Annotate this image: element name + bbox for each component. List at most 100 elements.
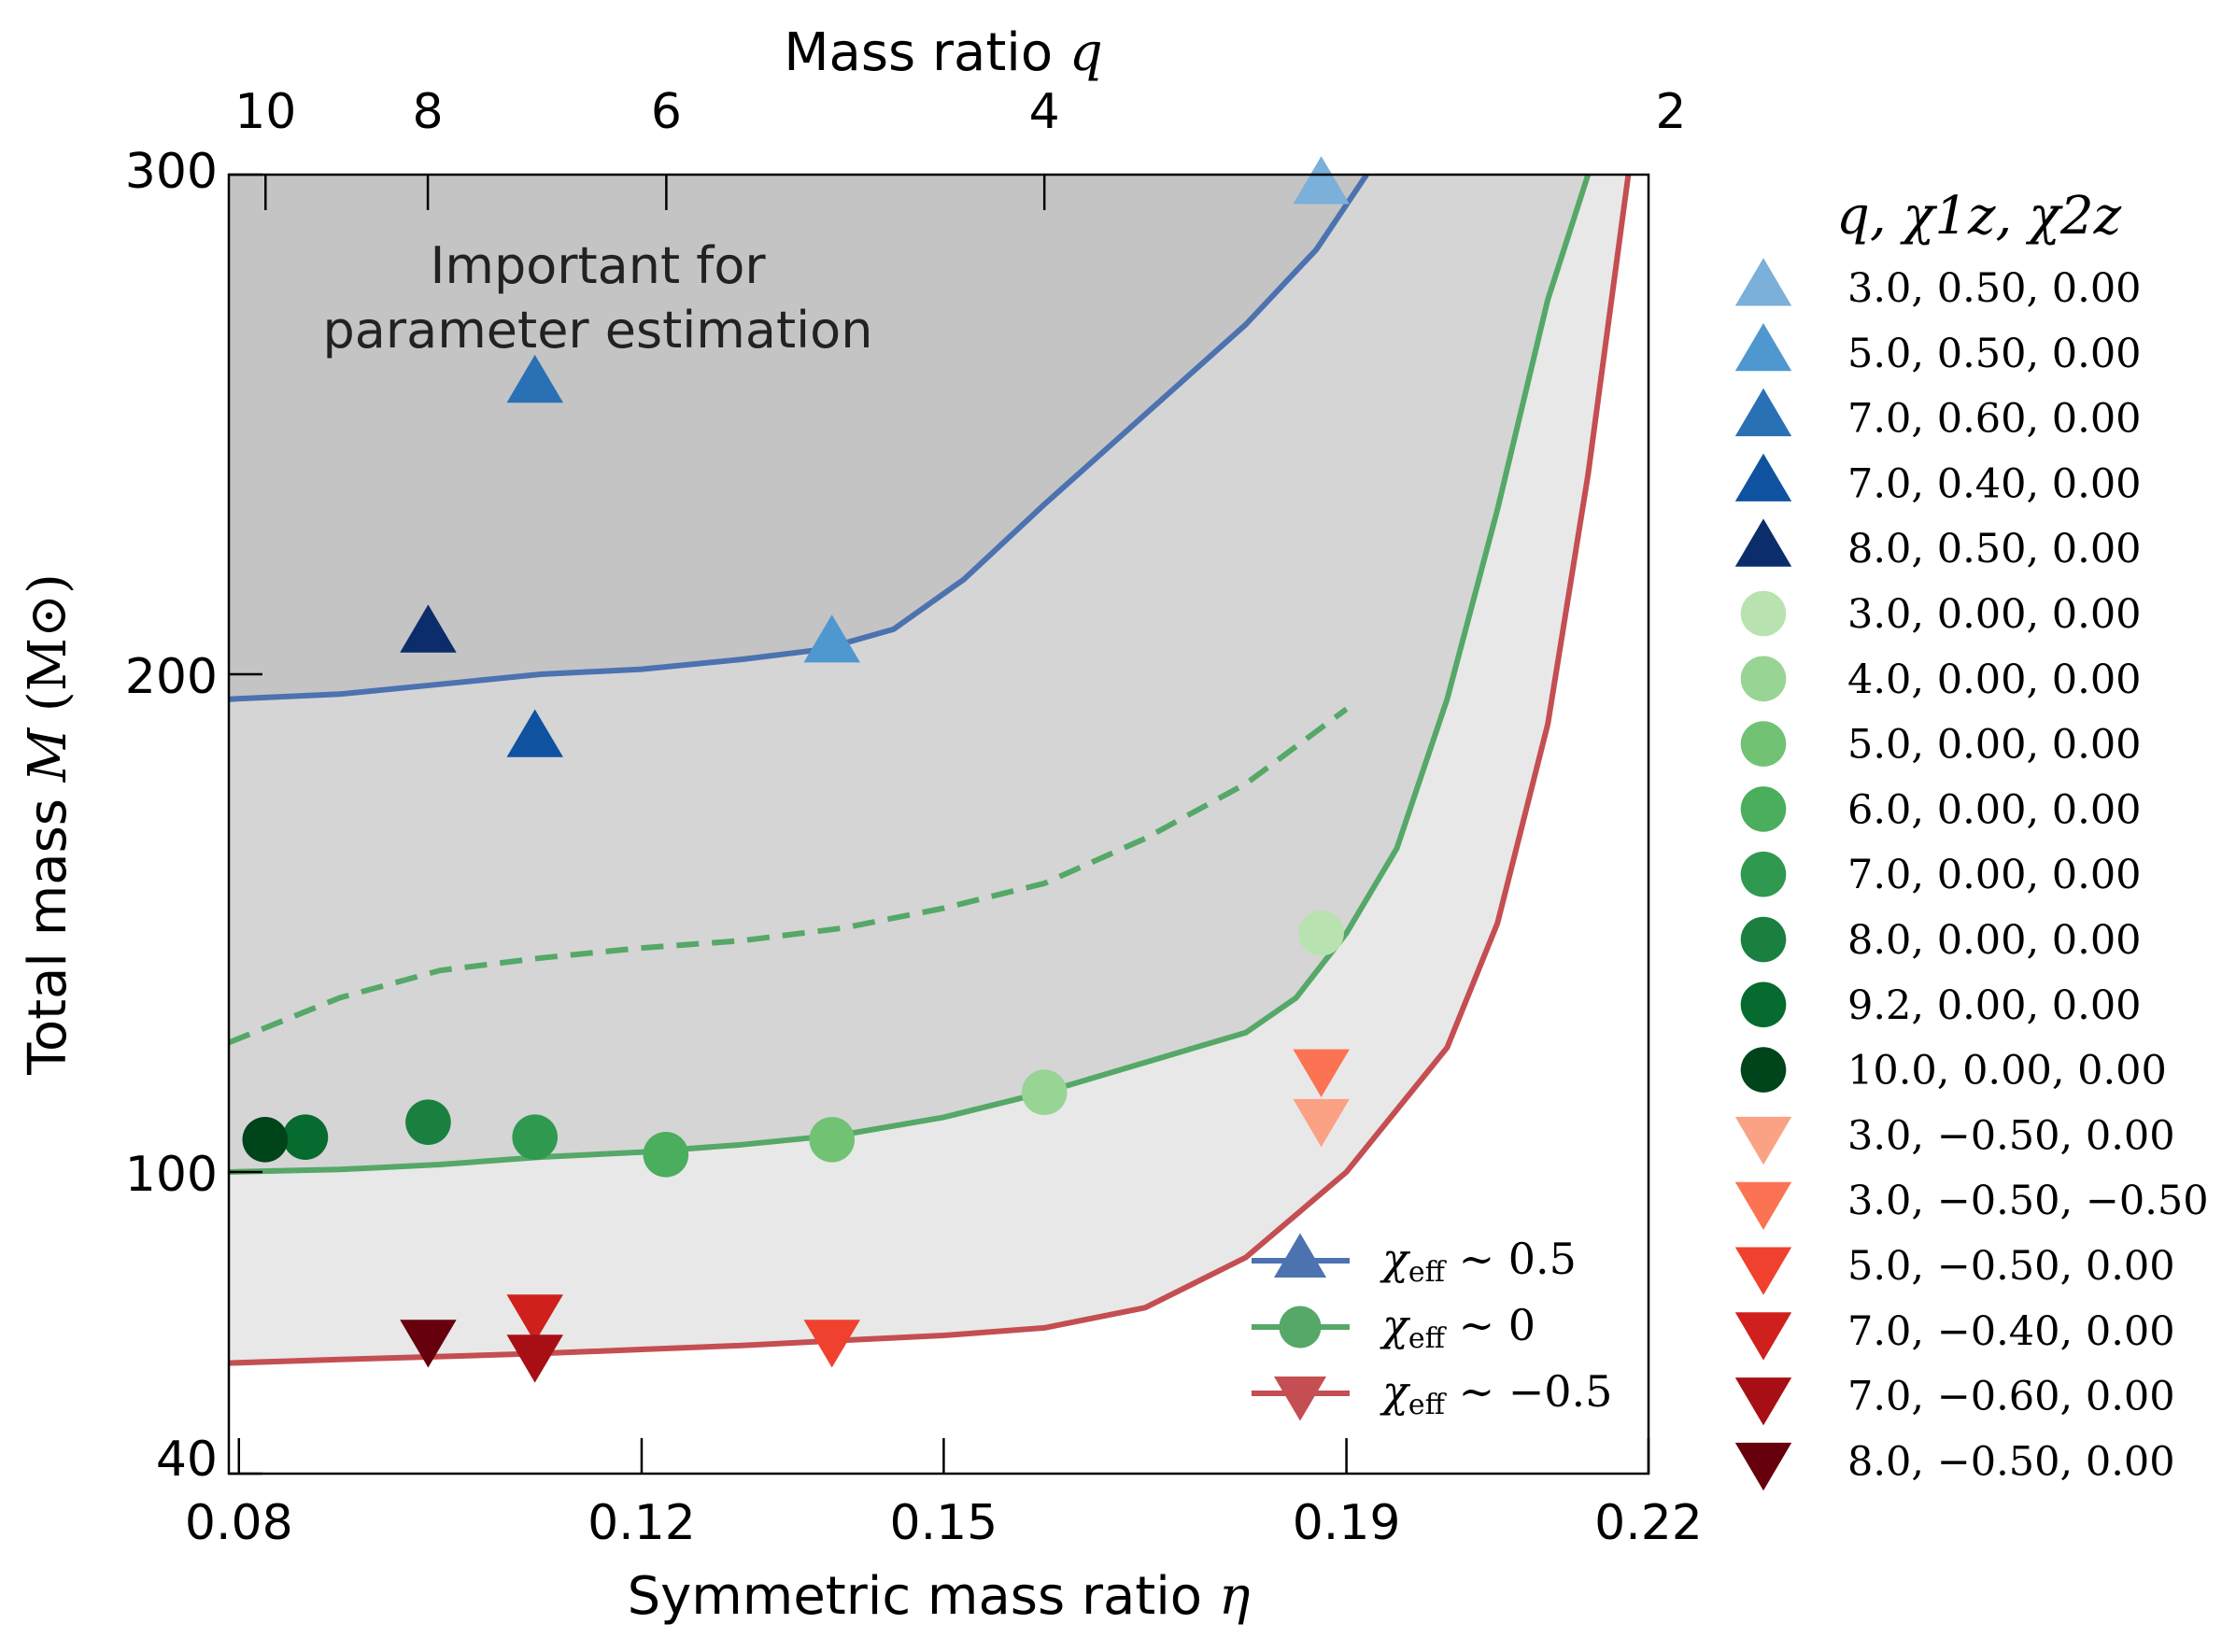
- legend-label: 9.2, 0.00, 0.00: [1847, 982, 2142, 1029]
- legend-marker: [1734, 1442, 1792, 1491]
- y-tick-label: 200: [125, 649, 218, 705]
- x-axis-label: Symmetric mass ratio η: [628, 1566, 1251, 1627]
- top-axis-label-symbol: q: [1069, 22, 1103, 83]
- data-point: [803, 614, 860, 663]
- top-axis-label-text: Mass ratio: [784, 22, 1069, 83]
- top-tick-label: 10: [234, 84, 296, 140]
- legend-label: 7.0, 0.00, 0.00: [1847, 852, 2142, 898]
- legend-marker: [1740, 721, 1787, 767]
- legend-marker: [1734, 518, 1792, 567]
- line-legend-suffix: ∼ 0.5: [1445, 1234, 1577, 1284]
- line-legend-symbol: χ: [1380, 1234, 1411, 1284]
- legend-label: 3.0, −0.50, 0.00: [1847, 1112, 2175, 1159]
- legend-label: 3.0, 0.50, 0.00: [1847, 265, 2142, 312]
- legend-marker: [1734, 1312, 1792, 1361]
- legend-label: 7.0, −0.60, 0.00: [1847, 1374, 2175, 1420]
- line-legend-suffix: ∼ 0: [1445, 1300, 1535, 1350]
- y-axis-label-unit: (M⊙): [18, 573, 78, 712]
- curve-blue: [228, 173, 1369, 702]
- legend-label: 7.0, 0.40, 0.00: [1847, 460, 2142, 507]
- data-point: [1293, 156, 1350, 205]
- legend-marker: [1740, 916, 1787, 963]
- legend-label: 8.0, 0.00, 0.00: [1847, 917, 2142, 964]
- legend-marker: [1734, 258, 1792, 306]
- data-point: [506, 709, 563, 757]
- legend-marker: [1734, 1181, 1792, 1230]
- line-legend-marker: [1274, 1377, 1326, 1421]
- line-legend-marker: [1274, 1233, 1326, 1278]
- data-point: [1293, 1049, 1350, 1097]
- y-tick-label: 300: [125, 144, 218, 200]
- legend-marker: [1734, 323, 1792, 372]
- x-axis-label-text: Symmetric mass ratio: [628, 1566, 1219, 1627]
- legend-marker: [1734, 1116, 1792, 1165]
- x-tick-label: 0.12: [587, 1495, 696, 1551]
- data-point: [809, 1117, 856, 1163]
- legend-label: 7.0, 0.60, 0.00: [1847, 396, 2142, 443]
- curve-red: [228, 174, 1632, 1366]
- data-point: [400, 1320, 457, 1368]
- x-tick-label: 0.15: [889, 1495, 998, 1551]
- data-point: [506, 1334, 563, 1383]
- annotation-line: Important for: [430, 236, 766, 295]
- top-axis-label: Mass ratio q: [784, 22, 1103, 83]
- legend-marker: [1734, 453, 1792, 501]
- data-point: [803, 1320, 860, 1368]
- data-point: [405, 1099, 451, 1145]
- y-tick-label: 40: [156, 1432, 218, 1488]
- line-legend-marker: [1279, 1306, 1322, 1348]
- x-tick-label: 0.22: [1594, 1495, 1703, 1551]
- legend-marker: [1734, 388, 1792, 437]
- line-legend-label: χeff ∼ 0.5: [1380, 1234, 1577, 1289]
- y-axis-label-text: Total mass: [18, 782, 78, 1076]
- top-tick-label: 4: [1029, 84, 1060, 140]
- legend-marker: [1734, 1247, 1792, 1295]
- data-point: [506, 1294, 563, 1343]
- plot-frame: [227, 173, 1650, 1476]
- x-tick-label: 0.08: [185, 1495, 293, 1551]
- x-tick-label: 0.19: [1293, 1495, 1401, 1551]
- line-legend-sub: eff: [1408, 1389, 1448, 1421]
- legend-label: 8.0, 0.50, 0.00: [1847, 526, 2142, 572]
- data-point: [512, 1114, 559, 1160]
- legend-label: 5.0, −0.50, 0.00: [1847, 1243, 2175, 1290]
- legend-marker: [1740, 1047, 1787, 1093]
- annotation-line: parameter estimation: [323, 301, 873, 360]
- legend-label: 3.0, 0.00, 0.00: [1847, 591, 2142, 638]
- region-green: [229, 175, 1589, 1172]
- legend-label: 5.0, 0.50, 0.00: [1847, 331, 2142, 377]
- legend-label: 6.0, 0.00, 0.00: [1847, 786, 2142, 833]
- line-legend-symbol: χ: [1380, 1366, 1411, 1417]
- y-axis-label: Total mass M (M⊙): [18, 573, 78, 1076]
- legend-label: 10.0, 0.00, 0.00: [1847, 1048, 2167, 1094]
- top-tick-label: 2: [1655, 84, 1686, 140]
- legend-marker: [1740, 981, 1787, 1028]
- legend-label: 7.0, −0.40, 0.00: [1847, 1308, 2175, 1355]
- legend-marker: [1740, 786, 1787, 832]
- region-blue: [229, 175, 1367, 699]
- legend-title: q, χ1z, χ2z: [1836, 186, 2122, 247]
- data-point: [643, 1132, 689, 1178]
- data-point: [1293, 1098, 1350, 1148]
- region-red: [229, 175, 1629, 1363]
- top-tick-label: 6: [651, 84, 682, 140]
- data-point: [506, 354, 563, 403]
- legend-marker: [1740, 851, 1787, 897]
- data-point: [400, 604, 457, 653]
- curve-green: [228, 174, 1592, 1175]
- data-point: [1021, 1069, 1068, 1116]
- legend-label: 8.0, −0.50, 0.00: [1847, 1438, 2175, 1485]
- data-point: [282, 1114, 329, 1160]
- legend-label: 4.0, 0.00, 0.00: [1847, 657, 2142, 703]
- line-legend-suffix: ∼ −0.5: [1445, 1366, 1613, 1417]
- x-axis-label-symbol: η: [1219, 1566, 1251, 1627]
- legend-label: 5.0, 0.00, 0.00: [1847, 722, 2142, 769]
- line-legend-sub: eff: [1408, 1322, 1448, 1355]
- data-point: [242, 1117, 289, 1163]
- legend-marker: [1740, 590, 1787, 637]
- data-point: [1298, 910, 1344, 956]
- line-legend-label: χeff ∼ −0.5: [1380, 1366, 1612, 1421]
- line-legend-symbol: χ: [1380, 1300, 1411, 1350]
- curve-green-dashed: [227, 706, 1349, 1046]
